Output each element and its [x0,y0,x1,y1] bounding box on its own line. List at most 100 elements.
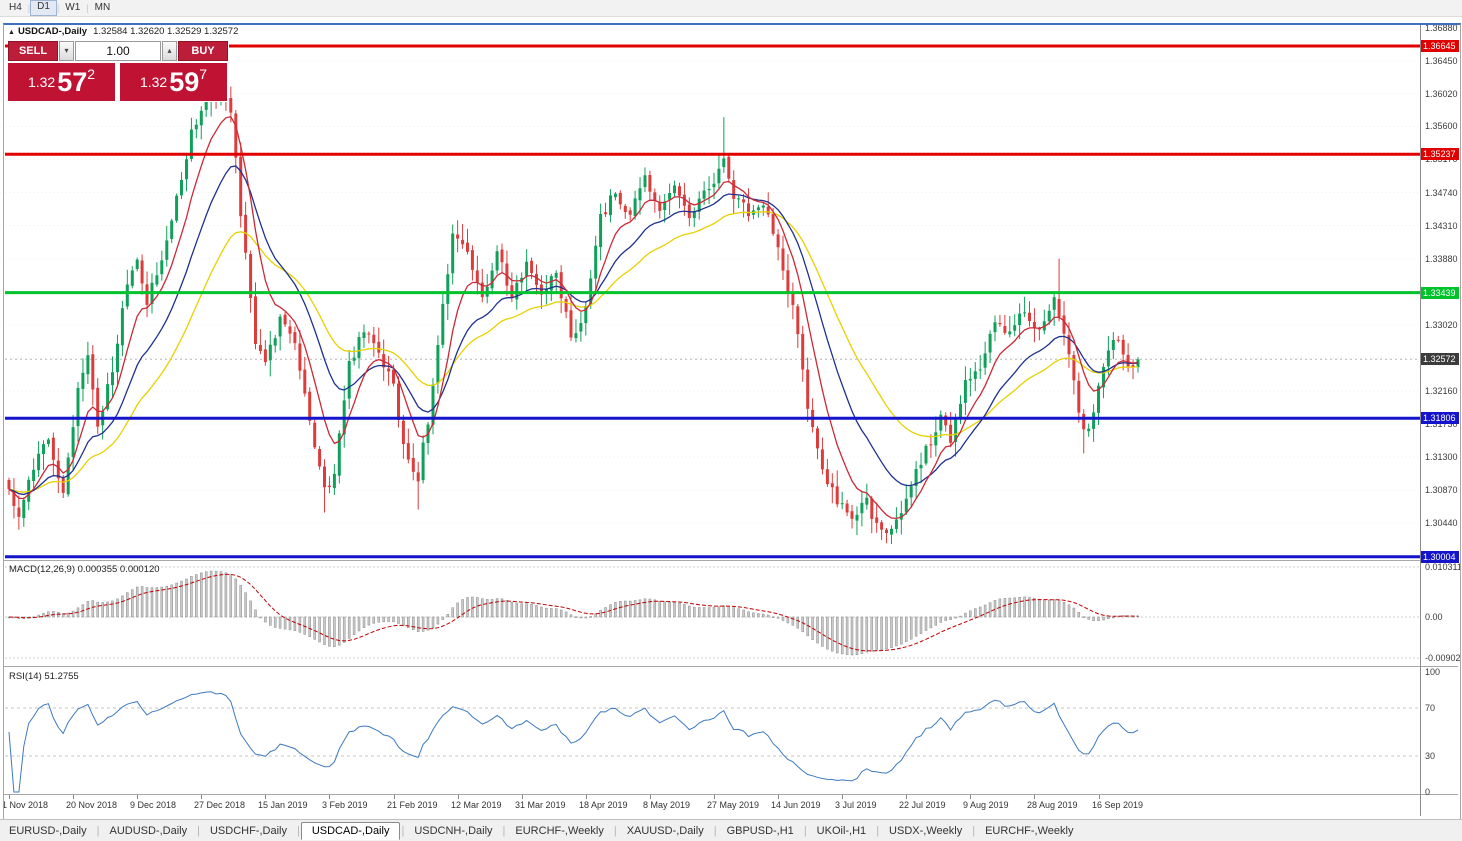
collapse-triangle-icon[interactable]: ▲ [8,29,15,36]
time-axis-tick [1099,795,1100,799]
time-axis-tick [137,795,138,799]
macd-histogram [7,570,1140,656]
toolbar-separator: | [27,3,31,13]
chart-tab-usdcnh-daily[interactable]: USDCNH-,Daily [414,825,493,837]
current-price-tag: 1.32572 [1421,353,1459,365]
trade-panel-controls: SELL ▾ ▴ BUY [8,41,229,61]
toolbar-separator: | [86,3,89,13]
chevron-down-icon: ▾ [64,46,69,55]
rsi-panel-splitter[interactable] [4,666,1458,667]
volume-dropdown-button[interactable]: ▾ [59,41,74,61]
buy-button[interactable]: BUY [178,41,228,61]
chart-tab-xauusd-daily[interactable]: XAUUSD-,Daily [626,825,704,837]
time-axis-label: 3 Feb 2019 [322,800,368,810]
tab-separator: | [972,825,976,837]
price-axis-label: 1.35600 [1425,121,1458,131]
volume-increase-button[interactable]: ▴ [162,41,177,61]
chart-ohlc-values: 1.32584 1.32620 1.32529 1.32572 [93,26,239,37]
main-price-chart[interactable] [5,37,1420,559]
tab-separator: | [713,825,717,837]
level-price-tag-1.30004: 1.30004 [1421,551,1459,563]
level-price-tag-1.35237: 1.35237 [1421,148,1459,160]
price-axis-label: 1.32160 [1425,386,1458,396]
rsi-axis-label: 30 [1425,751,1436,761]
time-axis-separator [4,794,1458,795]
rsi-axis-label: 100 [1425,667,1441,677]
timeframe-buttons: H4 | D1 | W1 | MN [0,0,116,16]
timeframe-button-w1[interactable]: W1 [65,2,81,13]
price-axis-label: 1.30870 [1425,485,1458,495]
time-axis-tick [714,795,715,799]
time-axis-tick [522,795,523,799]
rsi-panel[interactable] [5,667,1420,793]
chart-tab-audusd-daily[interactable]: AUDUSD-,Daily [109,825,188,837]
price-gridlines [5,60,1420,557]
time-axis-tick [906,795,907,799]
time-axis-label: 15 Jan 2019 [258,800,308,810]
ask-price-pip-digit: 7 [199,66,208,82]
price-axis-label: 1.34740 [1425,188,1458,198]
time-axis-tick [458,795,459,799]
price-axis-label: 1.30440 [1425,518,1458,528]
chevron-up-icon: ▴ [167,46,172,55]
bid-price-big-digits: 57 [57,66,88,97]
ask-price-big-digits: 59 [169,66,200,97]
ask-price-button[interactable]: 1.32 59 7 [120,63,227,101]
tab-separator: | [502,825,506,837]
level-price-tag-1.36645: 1.36645 [1421,40,1459,52]
tab-separator: | [197,825,200,837]
price-axis-label: 1.36880 [1425,23,1458,33]
chart-tab-bar: EURUSD-,Daily | AUDUSD-,Daily | USDCHF-,Dail… [0,819,1462,841]
time-axis-tick [778,795,779,799]
time-axis-label: 27 May 2019 [707,800,760,810]
macd-indicator-label: MACD(12,26,9) 0.000355 0.000120 [9,564,160,575]
time-axis-label: 8 May 2019 [643,800,691,810]
level-price-tag-1.33439: 1.33439 [1421,287,1459,299]
bid-price-pip-digit: 2 [87,66,96,82]
chart-tab-usdchf-daily[interactable]: USDCHF-,Daily [209,825,287,837]
price-axis-label: 1.34310 [1425,221,1458,231]
time-axis-tick [265,795,266,799]
chart-tab-gbpusd-h1[interactable]: GBPUSD-,H1 [726,825,794,837]
price-axis-label: 1.36020 [1425,89,1458,99]
chart-tab-ukoil-h1[interactable]: UKOil-,H1 [816,825,867,837]
time-axis-label: 9 Aug 2019 [963,800,1009,810]
time-axis-label: 20 Nov 2018 [66,800,118,810]
bid-price-button[interactable]: 1.32 57 2 [8,63,115,101]
price-axis[interactable]: 1.368801.364501.360201.356001.351701.347… [1421,23,1460,816]
macd-signal-line [8,573,1138,652]
price-axis-separator [1420,25,1421,816]
tab-separator: | [803,825,807,837]
ma-line-fast [8,115,1139,520]
chart-tab-usdx-weekly[interactable]: USDX-,Weekly [889,825,963,837]
chart-title-text: USDCAD-,Daily [17,26,88,37]
time-axis-tick [9,795,10,799]
chart-tab-eurchf-weekly[interactable]: EURCHF-,Weekly [985,825,1074,837]
time-axis-label: 9 Dec 2018 [130,800,177,810]
time-axis-label: 14 Jun 2019 [771,800,821,810]
chart-window: ▲ USDCAD-,Daily 1.32584 1.32620 1.32529 1.… [3,23,1461,820]
tab-separator: | [296,825,300,837]
chart-tab-eurusd-daily[interactable]: EURUSD-,Daily [9,825,87,837]
price-axis-label: 1.31730 [1425,419,1458,429]
volume-input[interactable] [75,41,161,61]
macd-panel-splitter[interactable] [4,560,1458,561]
time-axis-label: 31 Mar 2019 [515,800,566,810]
time-axis[interactable]: 1 Nov 2018 20 Nov 2018 9 Dec 2018 27 Dec 20… [4,795,1458,815]
time-axis-tick [73,795,74,799]
rsi-line [8,691,1139,793]
time-axis-label: 27 Dec 2018 [194,800,246,810]
tab-separator: | [96,825,100,837]
macd-panel[interactable] [5,561,1420,665]
sell-button[interactable]: SELL [8,41,58,61]
timeframe-button-h4[interactable]: H4 [9,2,22,13]
macd-axis-label: 0.00 [1425,612,1443,622]
level-price-tag-1.31806: 1.31806 [1421,412,1459,424]
timeframe-button-d1[interactable]: D1 [30,0,57,16]
chart-tab-eurchf-weekly[interactable]: EURCHF-,Weekly [515,825,604,837]
rsi-axis-label: 70 [1425,703,1436,713]
ma-line-slow [8,211,1139,493]
timeframe-button-mn[interactable]: MN [94,2,111,13]
chart-tab-usdcad-daily[interactable]: USDCAD-,Daily [300,822,401,840]
